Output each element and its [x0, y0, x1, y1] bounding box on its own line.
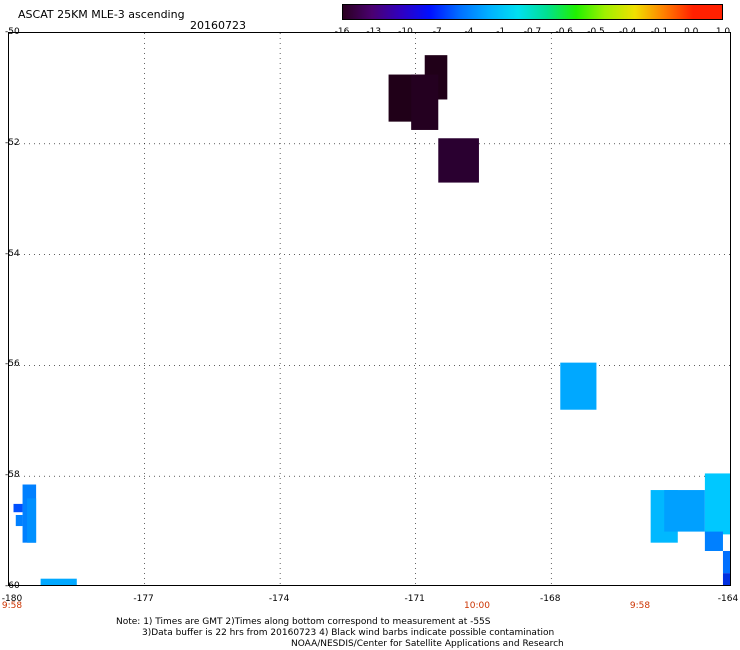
color-scale-bar [342, 4, 723, 20]
color-scale-segment [459, 5, 489, 19]
color-scale-segment [576, 5, 606, 19]
latitude-label: -54 [5, 248, 20, 259]
wind-cell [704, 473, 730, 535]
wind-cell [438, 138, 479, 183]
color-scale-segment [605, 5, 635, 19]
color-scale-segment [343, 5, 373, 19]
wind-cell [704, 531, 723, 551]
wind-cell [15, 514, 23, 527]
wind-cell [27, 498, 37, 543]
wind-cell [411, 74, 439, 130]
wind-cell [560, 362, 597, 410]
longitude-label: -168 [540, 594, 561, 604]
color-scale-segment [547, 5, 577, 19]
color-scale-segment [663, 5, 693, 19]
wind-cells-layer [9, 33, 730, 585]
note-line-2: 3)Data buffer is 22 hrs from 20160723 4)… [142, 628, 555, 638]
measurement-time-label: 9:58 [629, 601, 651, 611]
latitude-label: -52 [5, 137, 20, 148]
longitude-label: -171 [404, 594, 425, 604]
product-date: 20160723 [190, 19, 246, 32]
footnote: Note: 1) Times are GMT 2)Times along bot… [116, 617, 564, 650]
color-scale-segment [517, 5, 548, 19]
color-scale-segment [372, 5, 402, 19]
map-plot-area [8, 32, 731, 586]
wind-cell [722, 550, 730, 574]
measurement-time-label: 10:00 [464, 601, 490, 611]
latitude-label: -50 [5, 27, 20, 37]
wind-cell [13, 503, 23, 513]
note-line-1: Note: 1) Times are GMT 2)Times along bot… [116, 617, 491, 627]
longitude-label: -174 [268, 594, 290, 604]
wind-cell [40, 578, 77, 585]
note-line-3: NOAA/NESDIS/Center for Satellite Applica… [291, 639, 564, 649]
color-scale-segment [488, 5, 518, 19]
product-title: ASCAT 25KM MLE-3 ascending [18, 8, 185, 21]
color-scale-segment [430, 5, 460, 19]
latitude-label: -60 [5, 581, 20, 591]
longitude-label: -164 [717, 594, 739, 604]
latitude-label: -58 [5, 470, 20, 481]
longitude-label: -177 [133, 594, 154, 604]
color-scale-segment [692, 5, 723, 19]
color-scale-segment [634, 5, 664, 19]
latitude-label: -56 [5, 359, 20, 370]
wind-cell [722, 573, 730, 585]
measurement-time-label: 9:58 [1, 601, 23, 611]
longitude-label: -180 [1, 594, 23, 604]
color-scale-segment [401, 5, 431, 19]
wind-cell [664, 490, 705, 532]
